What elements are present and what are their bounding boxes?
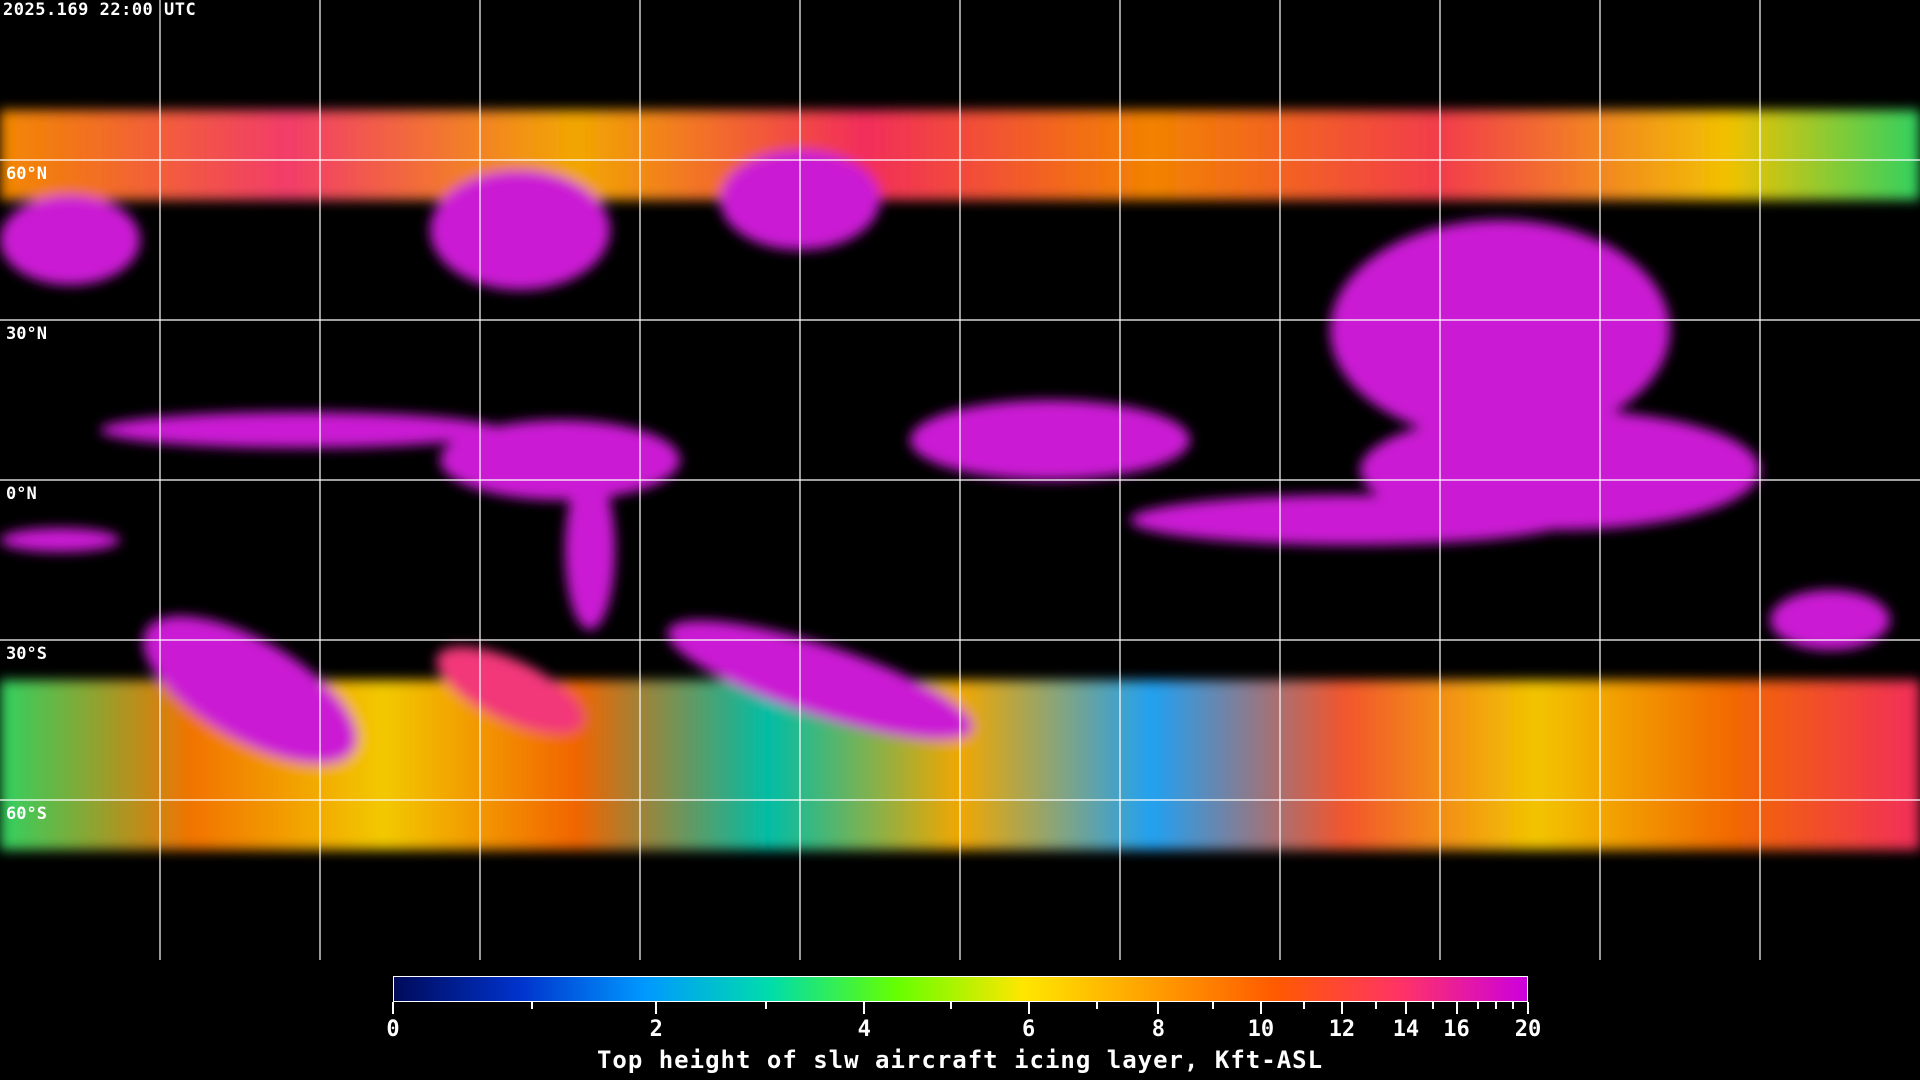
colorbar-tick-label: 4 bbox=[857, 1017, 871, 1042]
colorbar-minor-tick bbox=[765, 1002, 768, 1009]
icing-blob bbox=[436, 646, 584, 734]
colorbar bbox=[393, 976, 1528, 1002]
colorbar-minor-tick bbox=[531, 1002, 534, 1009]
colorbar-tick-label: 8 bbox=[1151, 1017, 1165, 1042]
colorbar-major-tick bbox=[1157, 1002, 1160, 1014]
icing-blob bbox=[910, 400, 1190, 480]
timestamp: 2025.169 22:00 UTC bbox=[3, 0, 197, 20]
colorbar-major-tick bbox=[1259, 1002, 1262, 1014]
colorbar-minor-tick bbox=[1476, 1002, 1479, 1009]
colorbar-major-tick bbox=[1404, 1002, 1407, 1014]
icing-blob bbox=[0, 528, 120, 552]
icing-blob bbox=[0, 195, 140, 285]
colorbar-tick-label: 12 bbox=[1328, 1017, 1356, 1042]
icing-blob bbox=[565, 470, 615, 630]
colorbar-minor-tick bbox=[1374, 1002, 1377, 1009]
colorbar-major-tick bbox=[1455, 1002, 1458, 1014]
colorbar-major-tick bbox=[655, 1002, 658, 1014]
colorbar-tick-label: 0 bbox=[386, 1017, 400, 1042]
lat-label-60n: 60°N bbox=[6, 164, 47, 184]
colorbar-minor-tick bbox=[950, 1002, 953, 1009]
colorbar-tick-label: 2 bbox=[649, 1017, 663, 1042]
icing-blob bbox=[440, 420, 680, 500]
colorbar-major-tick bbox=[392, 1002, 394, 1014]
icing-blob bbox=[1330, 220, 1670, 440]
lat-label-30s: 30°S bbox=[6, 644, 47, 664]
colorbar-tick-label: 16 bbox=[1443, 1017, 1470, 1042]
colorbar-major-tick bbox=[863, 1002, 866, 1014]
icing-blob bbox=[667, 620, 973, 740]
colorbar-minor-tick bbox=[1211, 1002, 1214, 1009]
colorbar-minor-tick bbox=[1512, 1002, 1515, 1009]
lat-label-60s: 60°S bbox=[6, 804, 47, 824]
colorbar-title: Top height of slw aircraft icing layer, … bbox=[596, 1046, 1324, 1074]
colorbar-minor-tick bbox=[1431, 1002, 1434, 1009]
colorbar-tick-label: 10 bbox=[1247, 1017, 1275, 1042]
colorbar-tick-label: 6 bbox=[1021, 1017, 1036, 1042]
lat-label-30n: 30°N bbox=[6, 324, 47, 344]
icing-map bbox=[0, 0, 1920, 960]
colorbar-minor-tick bbox=[1096, 1002, 1099, 1009]
icing-blob bbox=[143, 616, 357, 764]
icing-blob bbox=[430, 170, 610, 290]
colorbar-major-tick bbox=[1340, 1002, 1343, 1014]
colorbar-minor-tick bbox=[1495, 1002, 1498, 1009]
colorbar-major-tick bbox=[1027, 1002, 1030, 1014]
colorbar-tick-label: 20 bbox=[1514, 1017, 1542, 1042]
colorbar-major-tick bbox=[1527, 1002, 1529, 1014]
graticule bbox=[0, 0, 1920, 960]
lat-label-0n: 0°N bbox=[6, 484, 37, 504]
colorbar-ticks: 0 2 4 6 8 10 12 14 16 20 bbox=[386, 1002, 1541, 1062]
icing-blob bbox=[1130, 495, 1570, 545]
icing-blob bbox=[1770, 590, 1890, 650]
colorbar-minor-tick bbox=[1302, 1002, 1305, 1009]
icing-blob bbox=[100, 412, 500, 448]
colorbar-tick-label: 14 bbox=[1392, 1017, 1420, 1042]
